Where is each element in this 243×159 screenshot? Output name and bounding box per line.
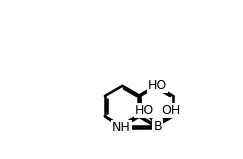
Text: HO: HO (135, 104, 154, 117)
Text: HO: HO (148, 79, 167, 92)
Text: NH: NH (112, 121, 131, 134)
Text: OH: OH (161, 104, 180, 117)
Text: B: B (153, 120, 162, 133)
